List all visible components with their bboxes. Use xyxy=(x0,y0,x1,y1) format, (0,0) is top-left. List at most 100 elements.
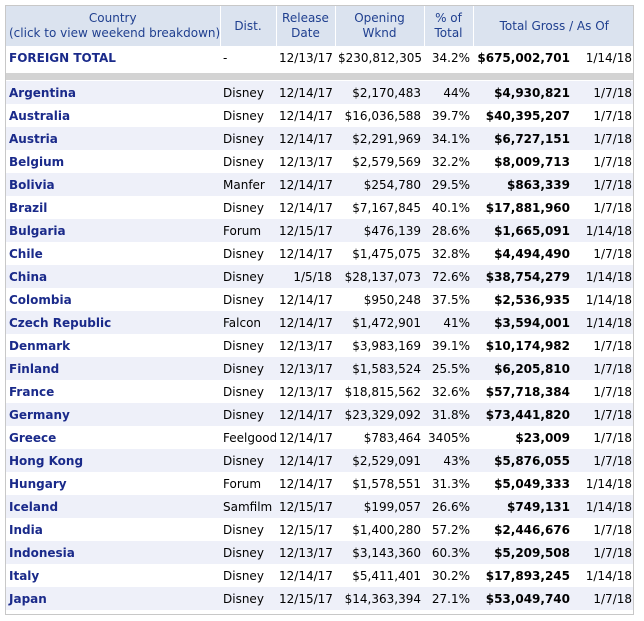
header-release-date: Release Date xyxy=(276,6,336,46)
table-row: Indonesia Disney 12/13/17 $3,143,360 60.3% $5… xyxy=(6,541,633,564)
country-link[interactable]: Colombia xyxy=(9,292,72,307)
pct-cell: 60.3% xyxy=(424,541,473,564)
country-link[interactable]: Germany xyxy=(9,407,70,422)
country-link[interactable]: Greece xyxy=(9,430,57,445)
country-link[interactable]: Czech Republic xyxy=(9,315,112,330)
country-link[interactable]: India xyxy=(9,522,43,537)
header-country: Country (click to view weekend breakdown… xyxy=(6,6,221,46)
header-country-hint: (click to view weekend breakdown) xyxy=(9,26,220,40)
country-link[interactable]: Italy xyxy=(9,568,40,583)
country-link[interactable]: Denmark xyxy=(9,338,71,353)
pct-cell: 3405% xyxy=(424,426,473,449)
country-cell: Hong Kong xyxy=(6,449,220,472)
release-cell: 12/14/17 xyxy=(276,426,335,449)
pct-cell: 32.6% xyxy=(424,380,473,403)
country-link[interactable]: Australia xyxy=(9,108,71,123)
table-row: Germany Disney 12/14/17 $23,329,092 31.8% $73… xyxy=(6,403,633,426)
asof-cell: 1/7/18 xyxy=(573,150,633,173)
country-link[interactable]: Hungary xyxy=(9,476,67,491)
country-link[interactable]: Chile xyxy=(9,246,43,261)
pct-cell: 25.5% xyxy=(424,357,473,380)
release-cell: 12/14/17 xyxy=(276,242,335,265)
country-link[interactable]: Hong Kong xyxy=(9,453,84,468)
pct-cell: 39.1% xyxy=(424,334,473,357)
pct-cell: 43% xyxy=(424,449,473,472)
country-link[interactable]: Belgium xyxy=(9,154,65,169)
opening-cell: $1,475,075 xyxy=(335,242,424,265)
gross-cell: $17,881,960 xyxy=(473,196,573,219)
pct-cell: 26.6% xyxy=(424,495,473,518)
country-link[interactable]: China xyxy=(9,269,48,284)
country-link[interactable]: Finland xyxy=(9,361,60,376)
opening-cell: $2,579,569 xyxy=(335,150,424,173)
opening-cell: $783,464 xyxy=(335,426,424,449)
country-cell: Brazil xyxy=(6,196,220,219)
country-cell: Argentina xyxy=(6,81,220,104)
opening-cell: $3,143,360 xyxy=(335,541,424,564)
country-cell: Belgium xyxy=(6,150,220,173)
country-link[interactable]: Bulgaria xyxy=(9,223,66,238)
country-link[interactable]: Austria xyxy=(9,131,58,146)
country-link[interactable]: Brazil xyxy=(9,200,48,215)
asof-cell: 1/14/18 xyxy=(573,265,633,288)
country-link[interactable]: Indonesia xyxy=(9,545,75,560)
gross-cell: $4,494,490 xyxy=(473,242,573,265)
asof-cell: 1/14/18 xyxy=(573,472,633,495)
gross-cell: $749,131 xyxy=(473,495,573,518)
country-link[interactable]: Bolivia xyxy=(9,177,55,192)
country-cell: Iceland xyxy=(6,495,220,518)
opening-cell: $254,780 xyxy=(335,173,424,196)
country-link[interactable]: Argentina xyxy=(9,85,76,100)
dist-cell: Manfer xyxy=(220,173,276,196)
header-release-line1: Release xyxy=(282,11,329,25)
asof-cell: 1/7/18 xyxy=(573,426,633,449)
dist-cell: Disney xyxy=(220,380,276,403)
dist-cell: Disney xyxy=(220,449,276,472)
country-cell: Germany xyxy=(6,403,220,426)
pct-cell: 41% xyxy=(424,311,473,334)
pct-cell: 40.1% xyxy=(424,196,473,219)
opening-cell: $2,291,969 xyxy=(335,127,424,150)
foreign-total-gross: $675,002,701 xyxy=(477,51,570,65)
pct-cell: 34.1% xyxy=(424,127,473,150)
asof-cell: 1/14/18 xyxy=(573,288,633,311)
gross-cell: $5,209,508 xyxy=(473,541,573,564)
gross-cell: $2,446,676 xyxy=(473,518,573,541)
gross-cell: $1,665,091 xyxy=(473,219,573,242)
foreign-total-asof: 1/14/18 xyxy=(585,51,632,65)
gross-cell: $2,536,935 xyxy=(473,288,573,311)
table-header-row: Country (click to view weekend breakdown… xyxy=(6,6,633,46)
country-cell: Denmark xyxy=(6,334,220,357)
gross-cell: $23,009 xyxy=(473,426,573,449)
dist-cell: Disney xyxy=(220,81,276,104)
dist-cell: Disney xyxy=(220,288,276,311)
asof-cell: 1/7/18 xyxy=(573,380,633,403)
country-cell: Colombia xyxy=(6,288,220,311)
dist-cell: Samfilm xyxy=(220,495,276,518)
country-link[interactable]: Japan xyxy=(9,591,47,606)
header-pct-line2: Total xyxy=(434,26,463,40)
pct-cell: 32.2% xyxy=(424,150,473,173)
country-link[interactable]: France xyxy=(9,384,55,399)
release-cell: 12/14/17 xyxy=(276,104,335,127)
country-link[interactable]: Iceland xyxy=(9,499,59,514)
release-cell: 12/14/17 xyxy=(276,311,335,334)
asof-cell: 1/7/18 xyxy=(573,334,633,357)
asof-cell: 1/7/18 xyxy=(573,403,633,426)
separator-bar xyxy=(6,73,633,80)
release-cell: 12/13/17 xyxy=(276,357,335,380)
table-row: Belgium Disney 12/13/17 $2,579,569 32.2% $8,0… xyxy=(6,150,633,173)
dist-cell: Feelgood xyxy=(220,426,276,449)
release-cell: 12/14/17 xyxy=(276,472,335,495)
opening-cell: $476,139 xyxy=(335,219,424,242)
pct-cell: 29.5% xyxy=(424,173,473,196)
release-cell: 12/13/17 xyxy=(276,334,335,357)
header-release-line2: Date xyxy=(291,26,320,40)
header-dist: Dist. xyxy=(220,6,277,46)
table-row: Argentina Disney 12/14/17 $2,170,483 44% $4,9… xyxy=(6,81,633,104)
gross-cell: $40,395,207 xyxy=(473,104,573,127)
opening-cell: $28,137,073 xyxy=(335,265,424,288)
country-cell: Hungary xyxy=(6,472,220,495)
dist-cell: Disney xyxy=(220,127,276,150)
release-cell: 1/5/18 xyxy=(276,265,335,288)
